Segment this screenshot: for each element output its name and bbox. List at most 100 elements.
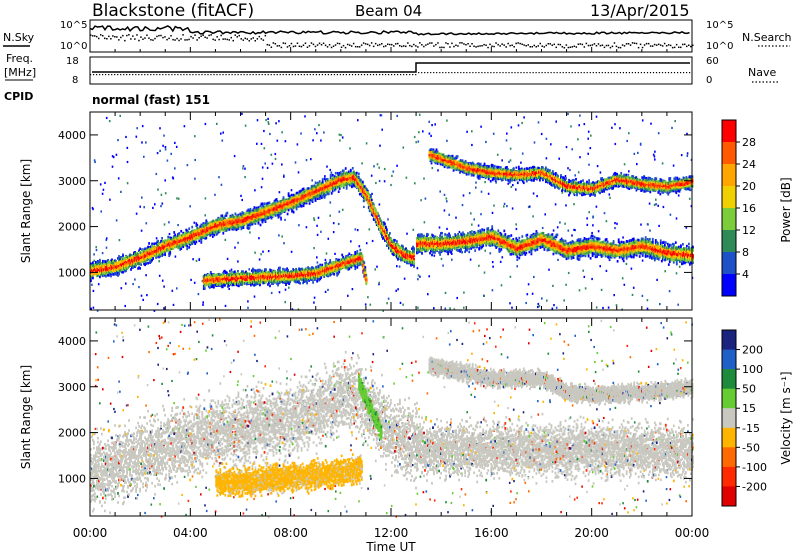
- scatter-cell: [172, 290, 174, 292]
- scatter-cell: [278, 234, 280, 236]
- nsearch-point: [283, 42, 285, 44]
- nave-point: [153, 74, 154, 75]
- scatter-cell: [516, 265, 518, 267]
- scatter-cell: [176, 197, 178, 199]
- range-gate-cell: [92, 261, 94, 264]
- nave-point: [445, 72, 446, 73]
- scatter-cell: [429, 133, 431, 135]
- scatter-cell: [327, 289, 329, 291]
- scatter-cell: [571, 234, 573, 236]
- nave-point: [662, 72, 663, 73]
- scatter-cell: [90, 308, 92, 310]
- scatter-cell: [127, 161, 129, 163]
- nsearch-point: [690, 46, 692, 48]
- scatter-cell: [541, 133, 543, 135]
- band-main: [90, 167, 415, 282]
- scatter-cell: [349, 147, 351, 149]
- rti-plot: Blackstone (fitACF) Beam 04 13/Apr/2015 …: [0, 0, 800, 554]
- nsearch-point: [359, 46, 361, 48]
- nsearch-point: [144, 37, 146, 39]
- nave-point: [439, 72, 440, 73]
- scatter-cell: [614, 123, 616, 125]
- nsky-tick-bottom: 10^0: [60, 41, 87, 52]
- scatter-cell: [365, 303, 367, 305]
- scatter-cell: [390, 184, 392, 186]
- scatter-cell: [212, 236, 214, 238]
- nave-point: [168, 74, 169, 75]
- nsearch-point: [493, 46, 495, 48]
- nave-point: [403, 74, 404, 75]
- nsearch-point: [507, 43, 509, 45]
- nave-point: [593, 72, 594, 73]
- scatter-cell: [497, 154, 499, 156]
- scatter-cell: [162, 145, 164, 147]
- nsearch-point: [684, 44, 686, 46]
- nsearch-point: [184, 39, 186, 41]
- range-gate-cell: [173, 231, 175, 234]
- nave-point: [406, 74, 407, 75]
- scatter-cell: [492, 289, 494, 291]
- nsearch-tick-top: 10^5: [706, 20, 733, 31]
- scatter-cell: [279, 191, 281, 193]
- scatter-cell: [532, 293, 534, 295]
- nsearch-point: [542, 45, 544, 47]
- nsearch-point: [229, 39, 231, 41]
- range-gate-cell: [161, 237, 163, 240]
- nsearch-point: [237, 36, 239, 38]
- scatter-cell: [145, 141, 147, 143]
- nsearch-point: [361, 44, 363, 46]
- nave-point: [569, 72, 570, 73]
- scatter-cell: [194, 222, 196, 224]
- range-gate-cell: [92, 277, 94, 280]
- nsearch-point: [281, 47, 283, 49]
- scatter-cell: [325, 291, 327, 293]
- scatter-cell: [245, 125, 247, 127]
- scatter-cell: [636, 163, 638, 165]
- scatter-cell: [161, 194, 163, 196]
- nsearch-point: [253, 37, 255, 39]
- scatter-cell: [237, 260, 239, 262]
- scatter-cell: [422, 130, 424, 132]
- nave-point: [198, 74, 199, 75]
- nave-point: [647, 72, 648, 73]
- scatter-cell: [444, 209, 446, 211]
- scatter-cell: [291, 251, 293, 253]
- nave-point: [523, 72, 524, 73]
- scatter-cell: [96, 249, 98, 251]
- nave-point: [557, 72, 558, 73]
- nave-point: [424, 72, 425, 73]
- nsearch-point: [580, 43, 582, 45]
- nave-point: [235, 74, 236, 75]
- scatter-cell: [628, 132, 630, 134]
- scatter-cell: [355, 228, 357, 230]
- scatter-cell: [622, 277, 624, 279]
- scatter-cell: [102, 193, 104, 195]
- nsearch-point: [156, 36, 158, 38]
- scatter-cell: [471, 130, 473, 132]
- scatter-cell: [333, 222, 335, 224]
- nave-point: [226, 74, 227, 75]
- scatter-cell: [284, 301, 286, 303]
- scatter-cell: [256, 143, 258, 145]
- scatter-cell: [396, 115, 398, 117]
- nsearch-point: [662, 45, 664, 47]
- scatter-cell: [190, 279, 192, 281]
- scatter-cell: [624, 284, 626, 286]
- scatter-cell: [449, 307, 451, 309]
- nave-point: [156, 74, 157, 75]
- nave-point: [457, 72, 458, 73]
- scatter-cell: [369, 228, 371, 230]
- scatter-cell: [587, 153, 589, 155]
- scatter-cell: [178, 198, 180, 200]
- scatter-cell: [317, 234, 319, 236]
- scatter-cell: [592, 216, 594, 218]
- scatter-cell: [414, 136, 416, 138]
- scatter-cell: [463, 194, 465, 196]
- scatter-cell: [521, 122, 523, 124]
- scatter-cell: [529, 206, 531, 208]
- scatter-cell: [446, 200, 448, 202]
- scatter-cell: [544, 213, 546, 215]
- scatter-cell: [121, 287, 123, 289]
- range-gate-cell: [213, 234, 215, 237]
- scatter-cell: [470, 259, 472, 261]
